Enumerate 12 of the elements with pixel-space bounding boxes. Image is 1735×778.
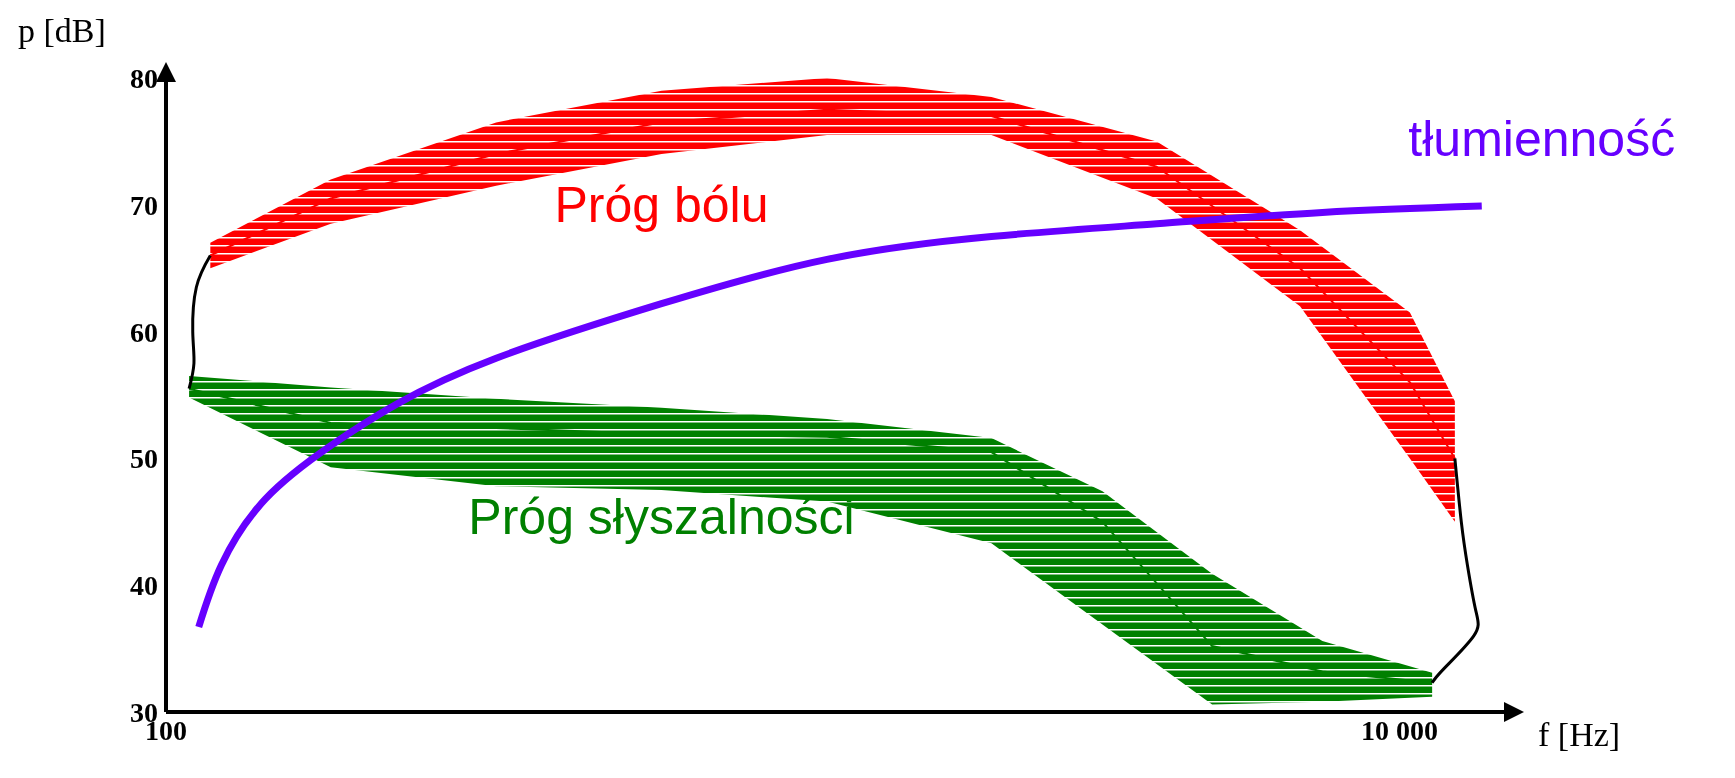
y-tick-label: 80 [130,62,158,94]
y-tick-label: 50 [130,443,158,475]
series-label: Próg bólu [554,177,769,234]
y-axis-title: p [dB] [18,12,106,50]
y-tick-label: 60 [130,316,158,348]
line-series [187,254,212,391]
series-label: Próg słyszalności [468,489,855,546]
x-axis-title: f [Hz] [1538,716,1621,754]
x-tick-label: 10 000 [1360,714,1438,746]
y-tick-label: 40 [130,570,158,602]
series-label: tłumienność [1408,111,1676,168]
y-tick-label: 70 [130,189,158,221]
